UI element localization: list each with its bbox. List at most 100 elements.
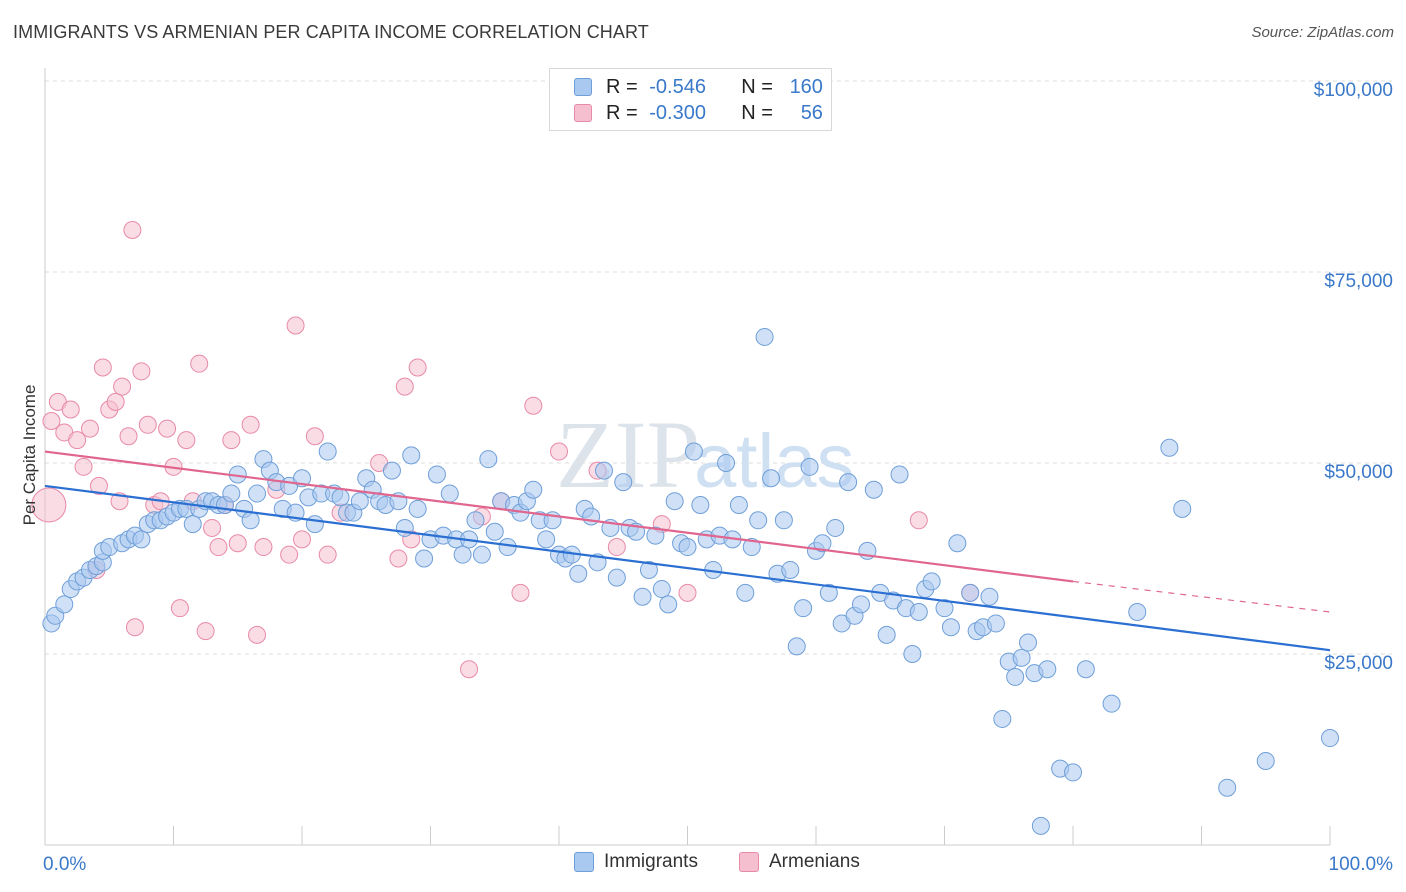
immigrants-point xyxy=(395,518,414,537)
immigrants-point xyxy=(1160,438,1179,457)
immigrants-point xyxy=(1102,694,1121,713)
armenians-point xyxy=(74,457,93,476)
y-tick-label: $100,000 xyxy=(1314,80,1393,101)
immigrants-trend-line xyxy=(44,484,1331,652)
immigrants-point xyxy=(382,461,401,480)
immigrants-point xyxy=(1012,648,1031,667)
immigrants-point xyxy=(402,446,421,465)
immigrants-point xyxy=(639,560,658,579)
immigrants-point xyxy=(986,614,1005,633)
armenians-point xyxy=(909,511,928,530)
armenians-point xyxy=(241,415,260,434)
armenians-point xyxy=(607,538,626,557)
immigrants-point xyxy=(980,587,999,606)
immigrants-point xyxy=(569,564,588,583)
immigrants-point xyxy=(935,599,954,618)
immigrants-point xyxy=(948,534,967,553)
armenians-point xyxy=(42,411,61,430)
immigrants-point xyxy=(1321,729,1339,748)
immigrants-point xyxy=(1064,763,1082,782)
immigrants-point xyxy=(922,572,941,591)
axes xyxy=(44,68,1331,846)
immigrants-point xyxy=(331,488,350,507)
immigrants-point xyxy=(479,450,498,469)
tick-labels: $25,000 $50,000 $75,000 $100,000 0.0% 100.0% xyxy=(43,80,1393,875)
armenians-point xyxy=(389,549,408,568)
immigrants-point xyxy=(524,480,543,499)
immigrants-point xyxy=(498,538,517,557)
legend-n-label: N = xyxy=(741,75,773,98)
immigrants-point xyxy=(903,645,922,663)
immigrants-point xyxy=(717,454,736,472)
immigrants-point xyxy=(813,534,832,553)
legend-n-label: N = xyxy=(741,101,773,124)
armenians-point xyxy=(222,431,241,450)
chart-title: IMMIGRANTS VS ARMENIAN PER CAPITA INCOME… xyxy=(13,22,649,42)
y-tick-label: $50,000 xyxy=(1324,462,1393,483)
legend-r-label: R = xyxy=(606,101,638,124)
legend-r-value: -0.300 xyxy=(649,101,706,124)
legend-armenians: Armenians xyxy=(739,851,860,873)
armenians-point xyxy=(61,400,80,419)
armenians-point xyxy=(123,220,142,239)
immigrants-point xyxy=(1173,499,1192,518)
armenians-point xyxy=(138,415,157,434)
immigrants-swatch xyxy=(574,78,592,96)
legend-row-armenians: R = -0.300 N = 56 xyxy=(574,100,823,126)
immigrants-point xyxy=(305,515,324,534)
armenians-point xyxy=(524,396,543,415)
immigrants-point xyxy=(678,538,697,557)
x-tick-label: 0.0% xyxy=(43,854,86,875)
immigrants-point xyxy=(607,568,626,587)
armenians-point xyxy=(80,419,99,438)
immigrants-point xyxy=(614,473,633,492)
armenians-point xyxy=(93,358,112,377)
armenians-point xyxy=(408,358,427,377)
immigrants-point xyxy=(1256,751,1275,770)
armenians-trend-extension xyxy=(1072,580,1331,613)
armenians-point xyxy=(678,583,697,602)
immigrants-legend-swatch xyxy=(574,852,594,872)
immigrants-point xyxy=(318,442,337,461)
legend-r-label: R = xyxy=(606,75,638,98)
immigrants-point xyxy=(537,530,556,549)
immigrants-legend-label: Immigrants xyxy=(604,851,698,872)
armenians-point xyxy=(170,599,189,618)
legend-immigrants: Immigrants xyxy=(574,851,698,873)
immigrants-point xyxy=(1006,667,1025,686)
immigrants-point xyxy=(453,545,472,564)
armenians-point xyxy=(280,545,299,564)
trend-lines xyxy=(44,450,1331,652)
immigrants-point xyxy=(890,465,909,484)
immigrants-point xyxy=(993,709,1012,728)
armenians-point xyxy=(511,583,530,602)
armenians-point xyxy=(119,427,138,446)
x-tick-label: 100.0% xyxy=(1329,854,1394,875)
immigrants-point xyxy=(652,580,671,599)
armenians-point xyxy=(203,518,222,537)
immigrants-point xyxy=(941,618,960,637)
armenians-point xyxy=(305,427,324,446)
immigrants-point xyxy=(183,515,202,534)
immigrants-point xyxy=(1218,778,1237,797)
legend-n-value: 160 xyxy=(789,75,823,98)
immigrants-point xyxy=(826,518,845,537)
armenians-point xyxy=(228,534,247,553)
armenians-point xyxy=(209,538,228,557)
immigrants-point xyxy=(1038,660,1057,679)
immigrants-point xyxy=(851,595,870,614)
immigrants-point xyxy=(633,587,652,606)
immigrants-point xyxy=(55,595,74,614)
immigrants-point xyxy=(1128,602,1147,621)
immigrants-point xyxy=(659,595,678,614)
armenians-legend-label: Armenians xyxy=(769,851,860,872)
armenians-legend-swatch xyxy=(739,852,759,872)
immigrants-point xyxy=(774,511,793,530)
armenians-point xyxy=(177,431,196,450)
immigrants-point xyxy=(440,484,459,503)
armenians-point xyxy=(89,476,108,495)
y-tick-label: $25,000 xyxy=(1324,653,1393,674)
immigrants-point xyxy=(736,583,755,602)
armenians-point xyxy=(460,660,479,679)
immigrants-point xyxy=(582,507,601,526)
